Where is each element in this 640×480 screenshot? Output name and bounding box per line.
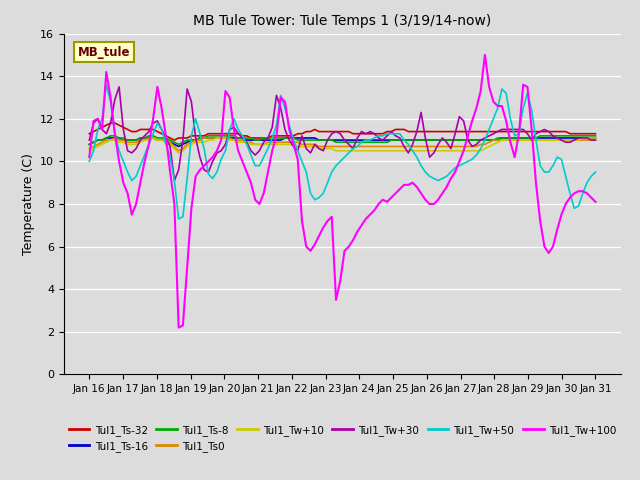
Y-axis label: Temperature (C): Temperature (C) (22, 153, 35, 255)
Legend: Tul1_Ts-32, Tul1_Ts-16, Tul1_Ts-8, Tul1_Ts0, Tul1_Tw+10, Tul1_Tw+30, Tul1_Tw+50,: Tul1_Ts-32, Tul1_Ts-16, Tul1_Ts-8, Tul1_… (65, 420, 620, 456)
Title: MB Tule Tower: Tule Temps 1 (3/19/14-now): MB Tule Tower: Tule Temps 1 (3/19/14-now… (193, 14, 492, 28)
Text: MB_tule: MB_tule (78, 46, 131, 59)
